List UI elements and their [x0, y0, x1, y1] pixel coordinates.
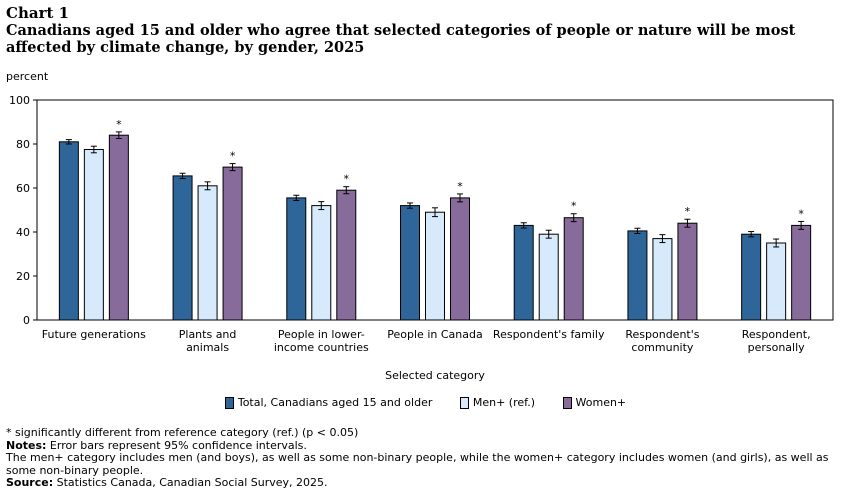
- x-tick-label-line: personally: [748, 341, 806, 354]
- bar: [627, 230, 648, 321]
- x-tick-label: People in lower-income countries: [274, 328, 369, 354]
- bar: [83, 149, 104, 321]
- legend-label-total: Total, Canadians aged 15 and older: [237, 396, 433, 409]
- x-tick-label: Respondent, personally: [742, 328, 811, 354]
- y-tick-label: 40: [16, 226, 30, 239]
- legend-label-women: Women+: [575, 396, 627, 409]
- legend-item-men: Men+ (ref.): [459, 396, 536, 409]
- x-tick-label: People in Canada: [387, 328, 482, 341]
- x-tick-label-line: animals: [186, 341, 229, 354]
- legend-swatch-total: [224, 396, 234, 409]
- bar: [791, 224, 812, 321]
- bar: [425, 211, 445, 321]
- x-tick-label-line: community: [631, 341, 694, 354]
- bar: [652, 238, 673, 321]
- x-tick-label-line: Future generations: [42, 328, 146, 341]
- bar: [538, 233, 559, 321]
- chart-footnotes: * significantly different from reference…: [6, 426, 841, 490]
- category-note: The men+ category includes men (and boys…: [6, 451, 829, 477]
- x-tick-label: Respondent's family: [493, 328, 605, 341]
- bar: [172, 175, 193, 321]
- chart-number: Chart 1: [6, 4, 70, 22]
- source-label: Source:: [6, 476, 54, 490]
- x-tick-label-line: Respondent's: [625, 328, 699, 341]
- y-tick-label: 80: [16, 138, 30, 151]
- bar: [677, 222, 698, 321]
- x-tick-label-line: Respondent's family: [493, 328, 605, 341]
- chart-legend: Total, Canadians aged 15 and older Men+ …: [0, 396, 851, 412]
- legend-label-men: Men+ (ref.): [472, 396, 536, 409]
- x-tick-label-line: Respondent,: [742, 328, 811, 341]
- bar: [286, 197, 307, 321]
- bar: [222, 166, 243, 321]
- bar: [766, 242, 787, 321]
- bar: [336, 189, 357, 321]
- significance-note: * significantly different from reference…: [6, 426, 359, 439]
- y-tick-label: 60: [16, 182, 30, 195]
- bar-chart: 0 20 40 60 80 100 * Future generations * Plants a…: [9, 94, 834, 382]
- bar: [311, 205, 332, 321]
- y-axis-unit-label: percent: [6, 70, 49, 83]
- x-tick-label-line: People in Canada: [387, 328, 482, 341]
- bar: [197, 185, 218, 321]
- bar: [741, 233, 762, 321]
- notes-text: Error bars represent 95% confidence inte…: [46, 438, 307, 452]
- bar: [450, 197, 470, 321]
- x-tick-label: Plants and animals: [179, 328, 237, 354]
- chart-title: Canadians aged 15 and older who agree th…: [6, 22, 796, 56]
- x-tick-label-line: People in lower-: [278, 328, 365, 341]
- bar: [58, 141, 79, 321]
- source-line: Source: Statistics Canada, Canadian Soci…: [6, 477, 841, 490]
- chart-title-block: Chart 1 Canadians aged 15 and older who …: [6, 4, 836, 56]
- x-tick-label-line: Plants and: [179, 328, 237, 341]
- legend-item-total: Total, Canadians aged 15 and older: [224, 396, 433, 409]
- bar: [513, 224, 534, 321]
- y-tick-label: 100: [9, 94, 30, 107]
- x-axis-title: Selected category: [385, 369, 485, 382]
- significance-marker: *: [230, 150, 236, 163]
- notes-label: Notes:: [6, 438, 47, 452]
- legend-swatch-women: [562, 396, 572, 409]
- notes-line: Notes: Error bars represent 95% confiden…: [6, 438, 841, 453]
- bar: [563, 217, 584, 321]
- significance-marker: *: [116, 118, 122, 131]
- x-tick-label: Respondent's community: [625, 328, 699, 354]
- significance-marker: *: [571, 200, 577, 213]
- source-text: Statistics Canada, Canadian Social Surve…: [53, 476, 328, 490]
- legend-item-women: Women+: [562, 396, 627, 409]
- significance-marker: *: [685, 205, 691, 218]
- significance-marker: *: [798, 207, 804, 220]
- bar: [108, 134, 129, 321]
- legend-swatch-men: [459, 396, 469, 409]
- x-tick-label-line: income countries: [274, 341, 369, 354]
- significance-marker: *: [457, 180, 463, 193]
- x-tick-label: Future generations: [42, 328, 146, 341]
- bar: [400, 205, 420, 321]
- significance-marker: *: [344, 173, 350, 186]
- y-tick-label: 20: [16, 270, 30, 283]
- y-tick-label: 0: [23, 314, 30, 327]
